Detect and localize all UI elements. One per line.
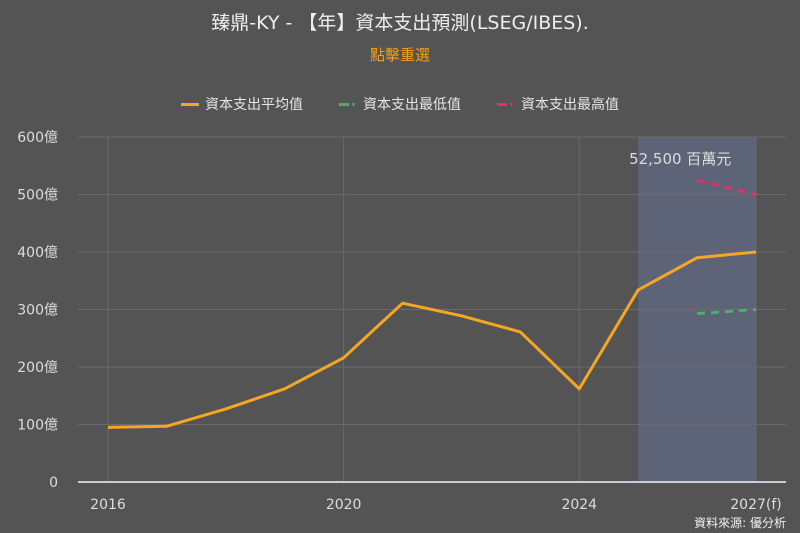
chart-legend: 資本支出平均值 資本支出最低值 資本支出最高值 [0, 94, 800, 114]
chart-title: 臻鼎-KY - 【年】資本支出預測(LSEG/IBES). [211, 12, 589, 34]
legend-swatch-min [339, 102, 357, 106]
y-tick-label: 200億 [17, 360, 58, 376]
data-source-label: 資料來源: 優分析 [694, 516, 786, 530]
legend-swatch-max [497, 102, 515, 106]
legend-label-max: 資本支出最高值 [521, 97, 619, 113]
y-tick-label: 400億 [17, 245, 58, 261]
annotation-label: 52,500 百萬元 [629, 150, 731, 168]
legend-item-average[interactable]: 資本支出平均值 [181, 94, 303, 114]
x-tick-label: 2024 [561, 497, 597, 513]
series-line-0 [107, 250, 757, 429]
x-tick-label: 2027(f) [730, 497, 781, 513]
series-line-2 [696, 178, 757, 196]
x-tick-label: 2020 [326, 497, 362, 513]
legend-label-min: 資本支出最低值 [363, 97, 461, 113]
y-tick-label: 500億 [17, 188, 58, 204]
x-tick-label: 2016 [90, 497, 126, 513]
data-lines [107, 178, 757, 429]
y-axis-ticks: 0 100億 200億 300億 400億 500億 600億 [17, 130, 58, 491]
y-tick-label: 600億 [17, 130, 58, 146]
y-tick-label: 0 [49, 475, 58, 491]
series-line-1 [696, 308, 757, 316]
chart-annotation: 52,500 百萬元 [629, 150, 731, 168]
legend-label-average: 資本支出平均值 [205, 97, 303, 113]
y-tick-label: 300億 [17, 303, 58, 319]
legend-swatch-average [181, 102, 199, 106]
legend-item-max[interactable]: 資本支出最高值 [497, 94, 619, 114]
reset-selection-link[interactable]: 點擊重選 [369, 46, 430, 64]
y-tick-label: 100億 [17, 418, 58, 434]
legend-item-min[interactable]: 資本支出最低值 [339, 94, 461, 114]
x-axis-ticks: 2016 2020 2024 2027(f) [90, 497, 782, 513]
